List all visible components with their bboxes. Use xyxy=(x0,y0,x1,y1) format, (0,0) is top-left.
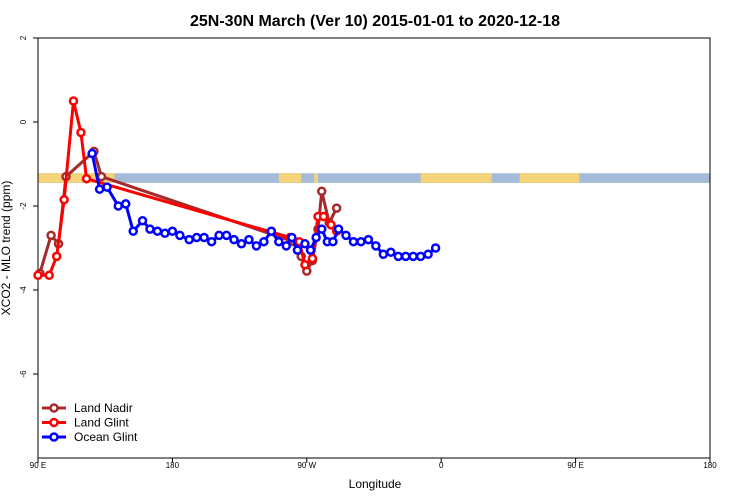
legend-label: Land Nadir xyxy=(74,401,133,415)
data-point xyxy=(87,148,97,159)
data-point xyxy=(251,241,262,251)
data-point xyxy=(326,220,336,230)
data-point xyxy=(102,182,112,192)
plot-frame xyxy=(37,37,711,459)
data-point xyxy=(348,236,359,247)
data-point xyxy=(51,251,62,262)
data-point xyxy=(244,234,254,245)
x-tick-label: 180 xyxy=(703,461,717,470)
land-band-segment xyxy=(519,173,580,183)
land-band-segment xyxy=(38,173,115,183)
data-point xyxy=(175,230,185,241)
ocean-band xyxy=(38,173,710,183)
data-point xyxy=(307,253,318,264)
data-point xyxy=(430,243,441,253)
data-point xyxy=(287,232,297,243)
data-point xyxy=(305,245,316,255)
data-point xyxy=(386,247,396,257)
series-ocean-glint xyxy=(87,148,441,262)
y-tick-label: -6 xyxy=(19,370,28,378)
data-point xyxy=(423,249,433,260)
data-point xyxy=(400,251,411,262)
x-tick-label: 90 E xyxy=(567,461,583,470)
data-point xyxy=(341,230,351,241)
data-point xyxy=(184,234,194,245)
legend-label: Ocean Glint xyxy=(74,430,138,444)
data-point xyxy=(191,232,202,243)
data-point xyxy=(316,186,327,197)
data-point xyxy=(152,226,163,236)
y-axis: 2 0 -2 -4 -6 xyxy=(19,35,38,378)
x-tick-label: 90 E xyxy=(30,461,46,470)
y-tick-label: 0 xyxy=(19,119,28,124)
data-point xyxy=(415,251,426,262)
data-point xyxy=(120,199,131,209)
data-point xyxy=(96,171,107,182)
series-layer xyxy=(33,96,441,281)
series-land-nadir xyxy=(35,146,342,278)
data-point xyxy=(266,226,277,236)
data-point xyxy=(259,236,269,247)
data-point xyxy=(221,230,232,241)
x-tick-label: 180 xyxy=(166,461,180,470)
data-point xyxy=(371,241,381,251)
data-point xyxy=(167,226,178,236)
data-point xyxy=(33,270,43,281)
chart-title: 25N-30N March (Ver 10) 2015-01-01 to 202… xyxy=(190,13,560,30)
data-point xyxy=(292,245,303,255)
data-point xyxy=(274,236,284,247)
data-point xyxy=(300,260,310,270)
legend-swatch-marker xyxy=(49,403,59,413)
data-point xyxy=(408,251,418,262)
data-point xyxy=(46,230,56,241)
data-point xyxy=(81,173,92,184)
data-point xyxy=(331,203,342,213)
data-point xyxy=(128,226,138,236)
data-point xyxy=(378,249,389,260)
land-band-segment xyxy=(420,173,492,183)
x-axis-label: Longitude xyxy=(349,477,402,491)
data-point xyxy=(236,239,247,249)
data-point xyxy=(44,270,54,281)
data-point xyxy=(300,239,310,249)
data-point xyxy=(160,228,170,239)
data-point xyxy=(363,234,374,245)
data-point xyxy=(214,230,224,241)
land-ocean-band xyxy=(38,173,710,183)
legend-label: Land Glint xyxy=(74,416,129,430)
land-band-segment xyxy=(314,173,318,183)
data-point xyxy=(145,224,155,234)
land-band-segment xyxy=(278,173,302,183)
data-point xyxy=(137,215,148,226)
x-tick-label: 90 W xyxy=(297,461,316,470)
data-point xyxy=(316,224,327,234)
data-point xyxy=(76,127,86,138)
data-point xyxy=(281,241,292,251)
data-point xyxy=(94,184,105,194)
data-point xyxy=(393,251,404,262)
y-tick-label: -4 xyxy=(19,286,28,294)
y-axis-label: XCO2 - MLO trend (ppm) xyxy=(0,181,13,316)
data-point xyxy=(356,236,366,247)
data-point xyxy=(68,96,79,106)
data-point xyxy=(199,232,209,243)
legend-swatch-marker xyxy=(49,417,59,428)
series-line xyxy=(38,99,338,277)
data-point xyxy=(311,232,321,243)
data-point xyxy=(328,236,338,247)
data-point xyxy=(229,234,239,245)
x-tick-label: 0 xyxy=(439,461,444,470)
data-point xyxy=(333,224,344,234)
data-point xyxy=(318,211,329,222)
data-point xyxy=(206,236,217,247)
y-tick-label: 2 xyxy=(19,35,28,40)
legend-swatch-marker xyxy=(49,432,59,442)
data-point xyxy=(59,194,69,205)
data-point xyxy=(113,201,124,211)
y-tick-label: -2 xyxy=(19,202,28,210)
x-axis: 90 E 180 90 W 0 90 E 180 xyxy=(30,458,717,470)
